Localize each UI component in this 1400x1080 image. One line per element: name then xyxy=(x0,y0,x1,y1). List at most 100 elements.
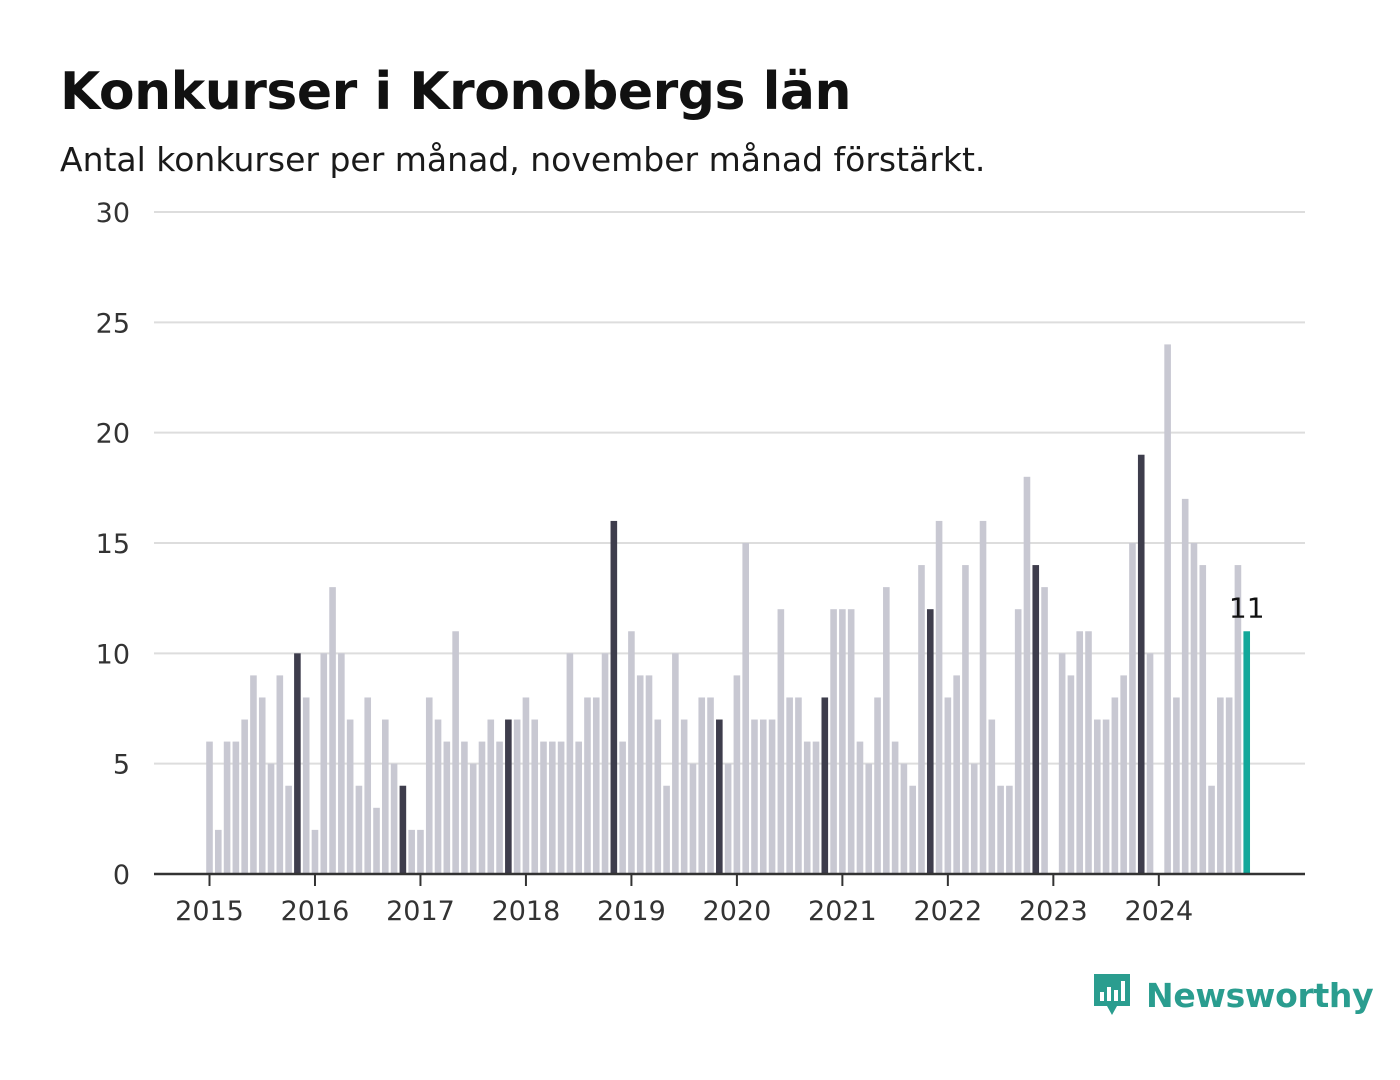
bar xyxy=(918,565,925,874)
bar xyxy=(751,719,758,874)
bar xyxy=(487,719,495,874)
x-tick-label: 2021 xyxy=(808,896,877,927)
bar xyxy=(1041,587,1048,874)
bar xyxy=(417,829,424,874)
bar xyxy=(707,697,714,874)
bar xyxy=(531,719,539,874)
bar xyxy=(1173,697,1180,874)
bar xyxy=(680,719,688,874)
bar xyxy=(1120,675,1127,874)
bar xyxy=(1225,697,1233,874)
bar xyxy=(812,741,820,874)
bar xyxy=(302,697,310,874)
bar xyxy=(768,719,776,874)
bar xyxy=(258,697,266,874)
bar xyxy=(505,719,512,874)
bar xyxy=(461,741,468,874)
bar xyxy=(979,520,987,874)
bar xyxy=(1243,631,1251,874)
bar xyxy=(1014,609,1022,874)
x-tick-label: 2015 xyxy=(175,896,244,927)
x-tick-label: 2018 xyxy=(492,896,561,927)
y-axis-labels: 0 5 10 15 20 25 30 xyxy=(96,198,130,891)
bar xyxy=(1093,719,1101,874)
bar xyxy=(566,653,574,874)
bar xyxy=(663,785,670,874)
bar xyxy=(856,741,864,874)
bar xyxy=(346,719,354,874)
bar xyxy=(1164,344,1171,874)
bar xyxy=(786,697,793,874)
bar xyxy=(522,697,530,874)
bar xyxy=(619,741,626,874)
bar xyxy=(1111,697,1119,874)
bar xyxy=(250,675,257,874)
bar xyxy=(944,697,952,874)
chart-title: Konkurser i Kronobergs län xyxy=(60,62,852,122)
bar xyxy=(1102,719,1110,874)
bar xyxy=(847,609,855,874)
x-tick-label: 2023 xyxy=(1019,896,1088,927)
bar xyxy=(425,697,433,874)
bar xyxy=(232,741,240,874)
bar xyxy=(900,763,908,874)
bar xyxy=(716,719,723,874)
bar xyxy=(214,829,222,874)
bar xyxy=(997,785,1004,874)
bar xyxy=(267,763,275,874)
bar xyxy=(373,807,380,874)
bar xyxy=(469,763,477,874)
annotation: 11 xyxy=(1229,591,1265,624)
bar xyxy=(645,675,653,874)
bar xyxy=(478,741,486,874)
y-tick-label: 30 xyxy=(96,198,130,229)
bar xyxy=(672,653,679,874)
bar xyxy=(759,719,767,874)
bar xyxy=(891,741,899,874)
bar xyxy=(962,565,969,874)
bar xyxy=(311,829,319,874)
bar xyxy=(698,697,706,874)
bar xyxy=(592,697,600,874)
bar xyxy=(390,763,398,874)
gridlines xyxy=(154,211,1305,765)
bar xyxy=(223,741,231,874)
bar-chart-speech-bubble-icon xyxy=(1094,974,1130,1015)
x-tick-label: 2024 xyxy=(1124,896,1193,927)
y-tick-label: 10 xyxy=(96,639,130,670)
bar xyxy=(803,741,811,874)
bar xyxy=(1234,565,1242,874)
bar xyxy=(610,520,618,874)
x-tick-label: 2022 xyxy=(914,896,983,927)
bar xyxy=(1076,631,1084,874)
bar xyxy=(636,675,644,874)
bar xyxy=(1199,565,1207,874)
bar xyxy=(935,520,943,874)
bar xyxy=(1181,498,1189,874)
bar xyxy=(1217,697,1224,874)
bar xyxy=(970,763,978,874)
bar xyxy=(1067,675,1075,874)
bar xyxy=(926,609,934,874)
bar xyxy=(724,763,732,874)
bar xyxy=(294,653,301,874)
bar xyxy=(777,609,785,874)
bar xyxy=(1023,476,1031,874)
bar xyxy=(276,675,284,874)
bar xyxy=(329,587,336,874)
bar xyxy=(865,763,873,874)
bar xyxy=(795,697,802,874)
bar xyxy=(601,653,609,874)
bar xyxy=(689,763,697,874)
bar xyxy=(540,741,547,874)
bar xyxy=(874,697,881,874)
data-label: 11 xyxy=(1229,591,1265,624)
brand-logo: Newsworthy xyxy=(1090,970,1374,1020)
y-tick-label: 20 xyxy=(96,419,130,450)
bar xyxy=(206,741,213,874)
bar xyxy=(1058,653,1066,874)
y-tick-label: 15 xyxy=(96,529,130,560)
y-tick-label: 25 xyxy=(96,308,130,339)
bar xyxy=(338,653,345,874)
bar xyxy=(513,719,521,874)
